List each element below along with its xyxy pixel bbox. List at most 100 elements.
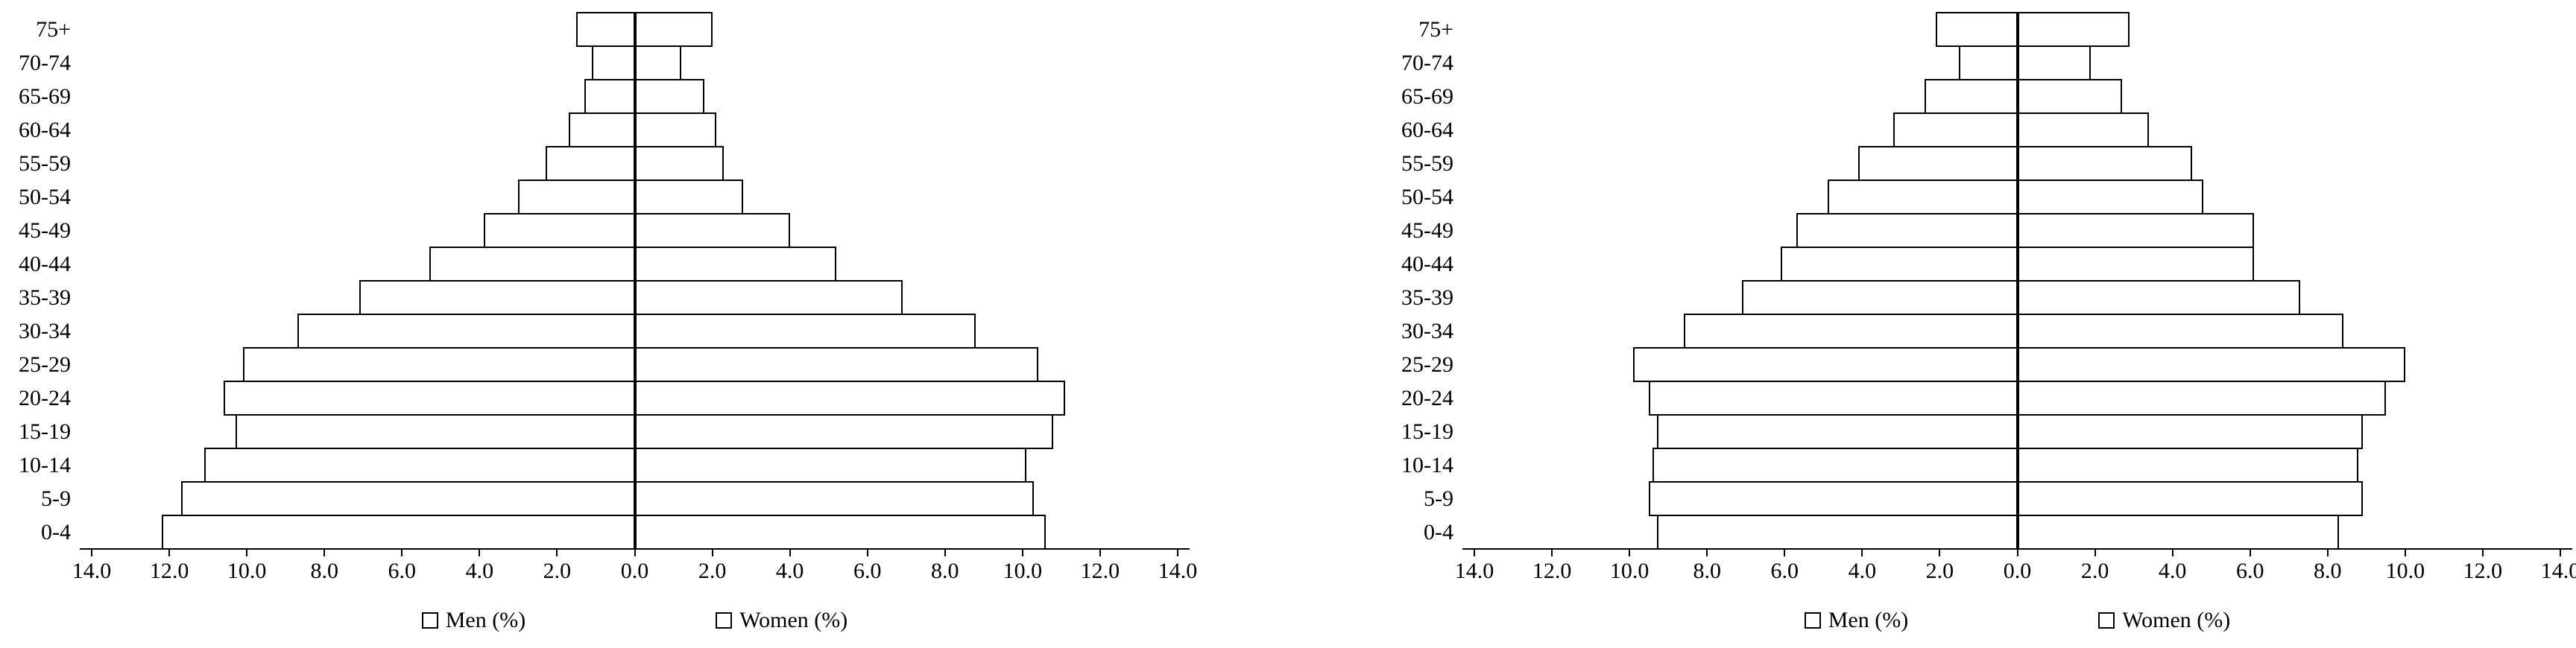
y-axis-label-25-29: 25-29 [19,352,71,377]
women-bar-20-24 [2017,381,2386,416]
x-tick-label: 4.0 [775,559,804,583]
x-tick-label: 4.0 [1848,559,1877,583]
women-bar-70-74 [2017,45,2092,80]
pyramid-row-20-24 [92,381,1178,416]
legend-label-women: Women (%) [2122,608,2231,632]
y-axis-label-70-74: 70-74 [1401,50,1453,75]
y-axis-label-30-34: 30-34 [1401,318,1453,343]
women-bar-10-14 [634,448,1027,483]
y-axis-label-15-19: 15-19 [1401,419,1453,444]
y-axis-label-70-74: 70-74 [19,50,71,75]
y-axis-label-10-14: 10-14 [19,452,71,477]
men-bar-75+ [576,12,635,47]
men-bar-30-34 [1684,314,2018,349]
men-bar-15-19 [1656,414,2018,449]
women-bar-40-44 [634,247,837,282]
bars-container [1474,12,2560,550]
women-bar-5-9 [2017,481,2363,516]
men-bar-55-59 [545,146,635,181]
y-axis-label-0-4: 0-4 [1424,519,1453,544]
x-axis-tick [2016,550,2018,556]
x-tick-label: 10.0 [1609,559,1650,583]
women-legend-swatch-icon [2098,612,2115,629]
women-legend-swatch-icon [716,612,733,629]
men-bar-50-54 [518,180,635,215]
y-axis-label-25-29: 25-29 [1401,352,1453,377]
y-axis-label-40-44: 40-44 [19,251,71,276]
y-axis-label-75+: 75+ [1418,16,1453,42]
men-bar-35-39 [1742,280,2018,315]
x-tick-label: 8.0 [2314,559,2342,583]
x-tick-label: 10.0 [1003,559,1043,583]
x-axis-tick [2171,550,2174,556]
x-axis-tick [1021,550,1023,556]
legend: Men (%) Women (%) [92,608,1178,633]
x-tick-label: 6.0 [2235,559,2264,583]
x-axis-tick [401,550,403,556]
x-axis-tick [866,550,868,556]
legend: Men (%) Women (%) [1474,608,2560,633]
men-bar-70-74 [1959,45,2018,80]
y-axis-label-65-69: 65-69 [19,83,71,109]
men-bar-15-19 [235,414,635,449]
women-bar-25-29 [634,347,1038,382]
x-tick-label: 2.0 [698,559,727,583]
women-bar-40-44 [2017,247,2254,282]
pyramid-row-20-24 [1474,381,2560,416]
x-tick-label: 4.0 [465,559,494,583]
x-tick-label: 12.0 [1080,559,1120,583]
y-axis-label-75+: 75+ [36,16,71,42]
pyramid-row-30-34 [92,314,1178,349]
men-bar-60-64 [569,112,635,147]
women-bar-30-34 [634,314,976,349]
men-bar-55-59 [1858,146,2018,181]
x-axis-tick [1099,550,1101,556]
men-bar-70-74 [592,45,635,80]
pyramid-row-60-64 [92,112,1178,147]
women-bar-20-24 [634,381,1066,416]
x-axis-tick [2326,550,2329,556]
x-axis-tick [1177,550,1178,556]
y-axis-label-20-24: 20-24 [1401,385,1453,410]
pyramid-row-50-54 [92,180,1178,215]
men-bar-40-44 [429,247,635,282]
x-axis-tick [2560,550,2561,556]
y-axis-label-15-19: 15-19 [19,419,71,444]
y-axis-label-50-54: 50-54 [1401,184,1453,209]
y-axis-label-60-64: 60-64 [19,117,71,142]
men-bar-25-29 [242,347,635,382]
center-axis-line [2016,12,2018,550]
x-axis-tick [479,550,481,556]
women-bar-35-39 [2017,280,2301,315]
men-bar-5-9 [1649,481,2018,516]
women-bar-25-29 [2017,347,2405,382]
legend-item-men: Men (%) [421,608,525,633]
x-tick-label: 8.0 [1693,559,1721,583]
x-axis-tick [1861,550,1863,556]
x-tick-label: 2.0 [1925,559,1954,583]
x-axis-tick [944,550,946,556]
x-axis-tick [1474,550,1475,556]
x-axis-tick [168,550,171,556]
women-bar-50-54 [2017,180,2204,215]
men-bar-20-24 [223,381,635,416]
population-pyramid-left: 75+ 70-74 65-69 60-64 55-59 50-54 45-49 40-44 35… [0,12,1197,633]
women-bar-15-19 [2017,414,2363,449]
men-bar-45-49 [1796,213,2018,248]
y-axis-label-5-9: 5-9 [1424,486,1453,511]
pyramid-row-40-44 [1474,247,2560,282]
y-axis-labels: 75+ 70-74 65-69 60-64 55-59 50-54 45-49 40-44 35… [0,12,71,550]
x-axis-tick [1939,550,1941,556]
x-tick-label: 0.0 [620,559,649,583]
x-tick-label: 10.0 [227,559,267,583]
y-axis-label-35-39: 35-39 [1401,285,1453,310]
x-axis-tick [634,550,636,556]
x-axis-tick [2249,550,2251,556]
y-axis-label-45-49: 45-49 [19,217,71,243]
women-bar-35-39 [634,280,903,315]
pyramid-row-40-44 [92,247,1178,282]
x-tick-label: 6.0 [388,559,417,583]
women-bar-30-34 [2017,314,2343,349]
y-axis-label-60-64: 60-64 [1401,117,1453,142]
